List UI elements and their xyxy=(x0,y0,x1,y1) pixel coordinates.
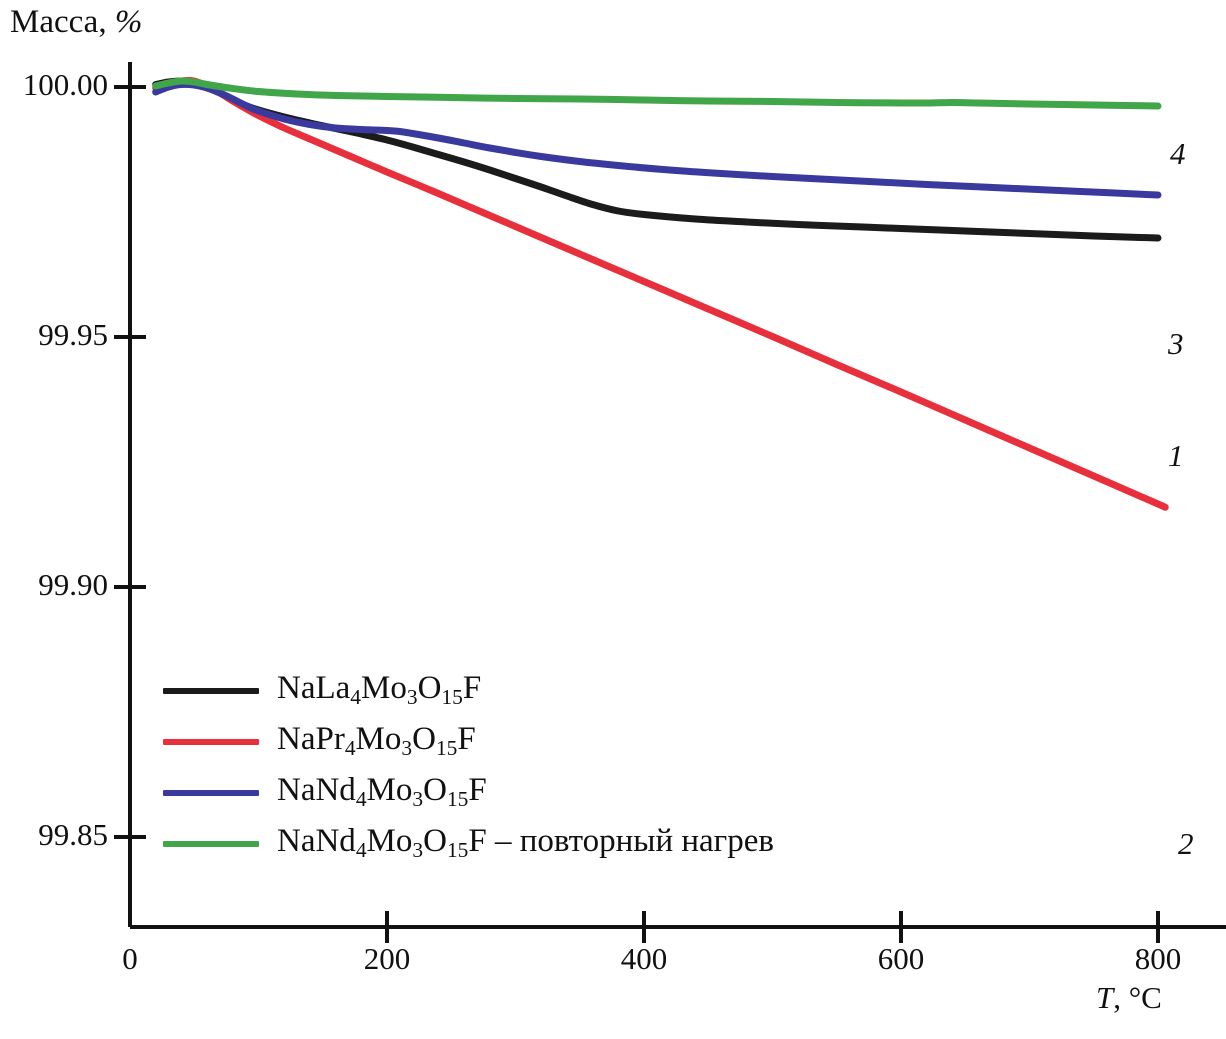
x-tick-label: 400 xyxy=(620,941,668,976)
y-axis-unit: % xyxy=(114,4,143,40)
legend-label-3: NaNd4Mo3O15F xyxy=(277,772,487,812)
legend-swatch-4 xyxy=(163,840,259,847)
x-tick-label: 200 xyxy=(363,941,411,976)
y-tick-label: 99.95 xyxy=(38,317,108,352)
x-tick-label: 800 xyxy=(1134,941,1182,976)
legend-label-2: NaPr4Mo3O15F xyxy=(277,721,476,761)
x-axis-unit: , °C xyxy=(1113,980,1162,1015)
curve-end-label-1: 1 xyxy=(1168,438,1184,473)
legend-label-1: NaLa4Mo3O15F xyxy=(277,670,482,710)
curve-end-label-3: 3 xyxy=(1168,326,1184,361)
legend-swatch-2 xyxy=(163,738,259,745)
legend-item-2[interactable]: NaPr4Mo3O15F xyxy=(163,716,953,767)
legend-item-1[interactable]: NaLa4Mo3O15F xyxy=(163,665,953,716)
data-curves xyxy=(152,76,1169,511)
legend: NaLa4Mo3O15F NaPr4Mo3O15F NaNd4Mo3O15F NaNd… xyxy=(163,665,953,869)
x-axis-symbol: T xyxy=(1096,980,1114,1015)
legend-label-4: NaNd4Mo3O15F – повторный нагрев xyxy=(277,823,774,863)
series-line-3 xyxy=(152,80,1162,199)
series-line-4 xyxy=(152,77,1162,110)
x-tick-label: 600 xyxy=(877,941,925,976)
legend-item-3[interactable]: NaNd4Mo3O15F xyxy=(163,767,953,818)
axes-group xyxy=(114,62,1226,943)
legend-swatch-1 xyxy=(163,687,259,694)
series-line-2 xyxy=(152,76,1169,511)
y-axis-title-text: Масса, xyxy=(10,4,107,40)
y-tick-label: 99.90 xyxy=(38,567,108,602)
curve-end-label-2: 2 xyxy=(1178,826,1194,861)
y-tick-label: 100.00 xyxy=(22,67,108,102)
y-axis-title: Масса, % xyxy=(10,4,142,41)
x-tick-label: 0 xyxy=(122,941,138,976)
legend-item-4[interactable]: NaNd4Mo3O15F – повторный нагрев xyxy=(163,818,953,869)
legend-swatch-3 xyxy=(163,789,259,796)
y-tick-label: 99.85 xyxy=(38,817,108,852)
x-axis-title: T, °C xyxy=(1096,980,1162,1016)
curve-end-label-4: 4 xyxy=(1170,136,1186,171)
